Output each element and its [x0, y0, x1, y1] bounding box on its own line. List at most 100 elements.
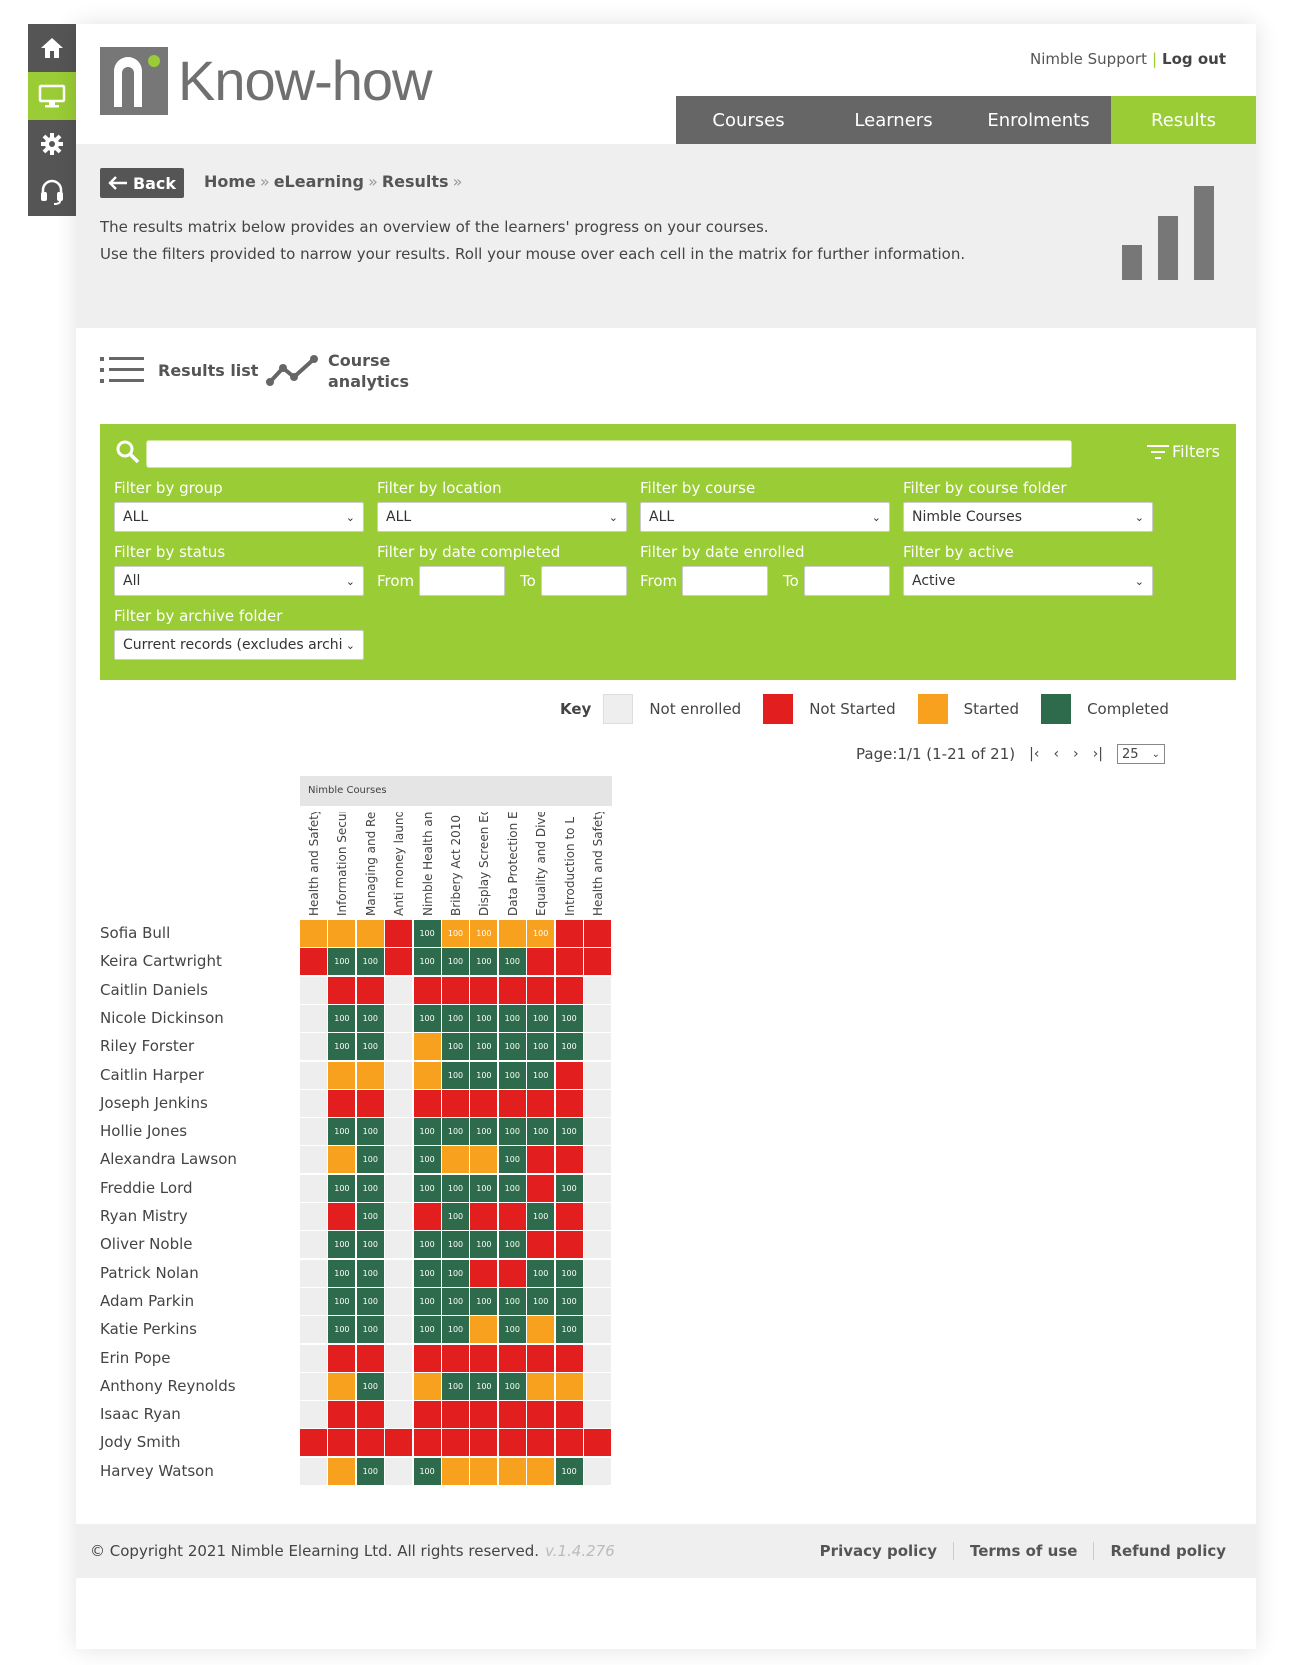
result-cell[interactable]: 100	[470, 920, 498, 947]
result-cell[interactable]	[385, 1316, 413, 1344]
result-cell[interactable]	[300, 1457, 327, 1485]
result-cell[interactable]: 100	[413, 1118, 441, 1146]
result-cell[interactable]	[385, 948, 413, 976]
result-cell[interactable]: 100	[356, 1316, 384, 1344]
result-cell[interactable]	[413, 1089, 441, 1117]
result-cell[interactable]	[527, 1231, 555, 1259]
result-cell[interactable]	[470, 1316, 498, 1344]
result-cell[interactable]	[442, 1429, 469, 1457]
learner-name[interactable]: Freddie Lord	[100, 1178, 193, 1197]
result-cell[interactable]	[584, 976, 611, 1004]
result-cell[interactable]: 100	[470, 1004, 498, 1032]
result-cell[interactable]: 100	[442, 1174, 469, 1202]
result-cell[interactable]: 100	[470, 1231, 498, 1259]
result-cell[interactable]: 100	[413, 1259, 441, 1287]
result-cell[interactable]: 100	[413, 1231, 441, 1259]
result-cell[interactable]	[470, 1259, 498, 1287]
course-select[interactable]: ALL ⌄	[640, 502, 890, 532]
result-cell[interactable]	[300, 1231, 327, 1259]
course-column-header[interactable]: Display Screen Equipment	[477, 812, 492, 916]
learner-name[interactable]: Nicole Dickinson	[100, 1008, 224, 1027]
course-column-header[interactable]: Information Security	[335, 812, 350, 916]
result-cell[interactable]	[300, 1203, 327, 1230]
result-cell[interactable]: 100	[527, 1118, 555, 1146]
result-cell[interactable]	[498, 976, 526, 1004]
result-cell[interactable]: 100	[555, 1118, 583, 1146]
result-cell[interactable]	[527, 976, 555, 1004]
enrolled-from-input[interactable]	[682, 566, 768, 596]
result-cell[interactable]	[584, 1033, 611, 1061]
result-cell[interactable]: 100	[356, 1033, 384, 1061]
result-cell[interactable]: 100	[413, 1457, 441, 1485]
result-cell[interactable]	[356, 1344, 384, 1372]
result-cell[interactable]	[356, 920, 384, 947]
result-cell[interactable]	[328, 1401, 356, 1429]
result-cell[interactable]: 100	[328, 1004, 356, 1032]
course-column-header[interactable]: Equality and Diversity	[534, 812, 549, 916]
result-cell[interactable]	[385, 1259, 413, 1287]
result-cell[interactable]	[442, 1457, 469, 1485]
result-cell[interactable]: 100	[470, 1287, 498, 1315]
result-cell[interactable]	[385, 1401, 413, 1429]
result-cell[interactable]	[527, 1316, 555, 1344]
result-cell[interactable]: 100	[442, 1259, 469, 1287]
result-cell[interactable]	[328, 1372, 356, 1400]
result-cell[interactable]	[470, 1089, 498, 1117]
result-cell[interactable]: 100	[555, 1259, 583, 1287]
result-cell[interactable]	[385, 1287, 413, 1315]
result-cell[interactable]: 100	[555, 1316, 583, 1344]
course-column-header[interactable]: Data Protection E	[505, 812, 520, 916]
next-page-icon[interactable]: ›	[1073, 746, 1079, 762]
result-cell[interactable]	[498, 1457, 526, 1485]
tab-courses[interactable]: Courses	[676, 96, 821, 144]
result-cell[interactable]	[356, 1429, 384, 1457]
learner-name[interactable]: Caitlin Daniels	[100, 980, 208, 999]
result-cell[interactable]	[328, 1089, 356, 1117]
enrolled-to-input[interactable]	[804, 566, 890, 596]
result-cell[interactable]	[385, 1344, 413, 1372]
group-select[interactable]: ALL ⌄	[114, 502, 364, 532]
result-cell[interactable]	[584, 1146, 611, 1174]
result-cell[interactable]	[328, 920, 356, 947]
result-cell[interactable]: 100	[442, 920, 469, 947]
result-cell[interactable]	[498, 1259, 526, 1287]
elearning-button[interactable]	[28, 72, 76, 120]
result-cell[interactable]: 100	[328, 1033, 356, 1061]
back-button[interactable]: Back	[100, 168, 184, 198]
result-cell[interactable]	[385, 1231, 413, 1259]
result-cell[interactable]: 100	[527, 1061, 555, 1089]
result-cell[interactable]	[385, 1033, 413, 1061]
result-cell[interactable]	[413, 1372, 441, 1400]
result-cell[interactable]: 100	[470, 1174, 498, 1202]
result-cell[interactable]: 100	[498, 1174, 526, 1202]
learner-name[interactable]: Harvey Watson	[100, 1461, 214, 1480]
result-cell[interactable]: 100	[527, 1203, 555, 1230]
result-cell[interactable]	[584, 1457, 611, 1485]
result-cell[interactable]	[470, 1401, 498, 1429]
result-cell[interactable]	[328, 1344, 356, 1372]
learner-name[interactable]: Anthony Reynolds	[100, 1376, 236, 1395]
result-cell[interactable]	[584, 1174, 611, 1202]
result-cell[interactable]	[300, 976, 327, 1004]
result-cell[interactable]: 100	[555, 1287, 583, 1315]
logo[interactable]: Know-how	[100, 47, 432, 115]
result-cell[interactable]: 100	[498, 1146, 526, 1174]
tab-learners[interactable]: Learners	[821, 96, 966, 144]
result-cell[interactable]: 100	[356, 1287, 384, 1315]
crumb-results[interactable]: Results	[381, 172, 449, 191]
result-cell[interactable]: 100	[413, 1287, 441, 1315]
result-cell[interactable]	[300, 1372, 327, 1400]
result-cell[interactable]	[385, 1174, 413, 1202]
result-cell[interactable]: 100	[356, 1004, 384, 1032]
result-cell[interactable]: 100	[413, 1316, 441, 1344]
result-cell[interactable]: 100	[527, 1004, 555, 1032]
result-cell[interactable]	[498, 1401, 526, 1429]
filters-button[interactable]: Filters	[1147, 442, 1220, 461]
home-button[interactable]	[28, 24, 76, 72]
result-cell[interactable]	[527, 1174, 555, 1202]
result-cell[interactable]	[555, 1203, 583, 1230]
result-cell[interactable]	[584, 1004, 611, 1032]
settings-button[interactable]	[28, 120, 76, 168]
result-cell[interactable]	[385, 1061, 413, 1089]
result-cell[interactable]	[328, 1457, 356, 1485]
